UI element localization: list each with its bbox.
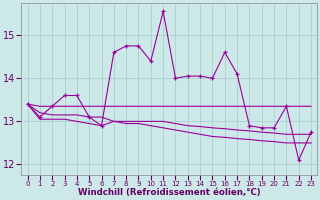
X-axis label: Windchill (Refroidissement éolien,°C): Windchill (Refroidissement éolien,°C) bbox=[78, 188, 260, 197]
